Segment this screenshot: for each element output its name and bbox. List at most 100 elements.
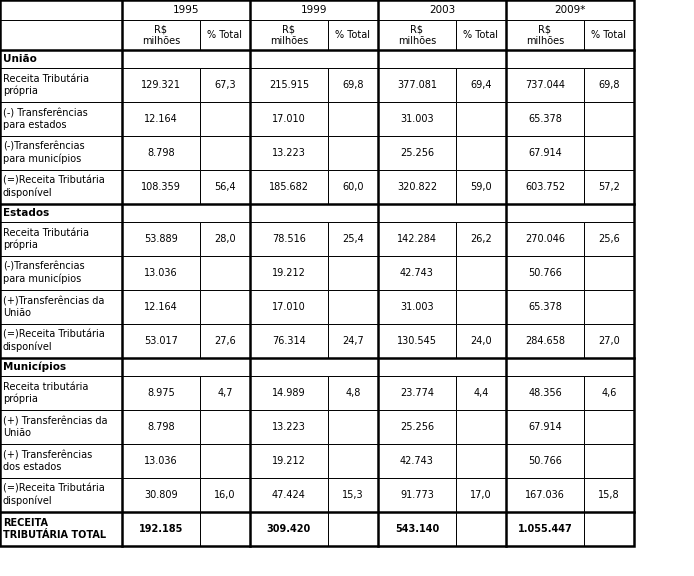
Bar xyxy=(378,512,456,546)
Text: 1999: 1999 xyxy=(301,5,328,15)
Bar xyxy=(122,478,200,512)
Text: 42.743: 42.743 xyxy=(400,456,434,466)
Bar xyxy=(328,290,378,324)
Bar xyxy=(0,324,122,358)
Bar xyxy=(506,170,584,204)
Text: 50.766: 50.766 xyxy=(528,456,562,466)
Bar xyxy=(200,170,250,204)
Bar xyxy=(506,324,584,358)
Text: 48.356: 48.356 xyxy=(528,388,562,398)
Bar xyxy=(0,222,122,256)
Text: 377.081: 377.081 xyxy=(397,80,437,90)
Bar xyxy=(506,376,584,410)
Text: (=)Receita Tributária
disponível: (=)Receita Tributária disponível xyxy=(3,176,105,198)
Bar xyxy=(456,68,506,102)
Text: 30.809: 30.809 xyxy=(144,490,178,500)
Text: 2003: 2003 xyxy=(429,5,455,15)
Bar xyxy=(456,170,506,204)
Text: (-)Transferências
para municípios: (-)Transferências para municípios xyxy=(3,142,85,164)
Bar xyxy=(456,20,506,50)
Bar xyxy=(122,512,200,546)
Bar xyxy=(0,512,122,546)
Bar xyxy=(250,324,328,358)
Bar xyxy=(0,410,122,444)
Text: 67.914: 67.914 xyxy=(528,422,562,432)
Bar xyxy=(506,0,634,20)
Bar xyxy=(328,222,378,256)
Bar xyxy=(250,512,328,546)
Text: 215.915: 215.915 xyxy=(269,80,309,90)
Text: União: União xyxy=(3,54,37,64)
Bar xyxy=(378,410,456,444)
Text: 67.914: 67.914 xyxy=(528,148,562,158)
Bar xyxy=(506,136,584,170)
Text: 53.889: 53.889 xyxy=(144,234,178,244)
Text: 4,6: 4,6 xyxy=(601,388,617,398)
Bar xyxy=(328,102,378,136)
Bar xyxy=(328,512,378,546)
Bar xyxy=(0,0,122,20)
Text: 56,4: 56,4 xyxy=(214,182,236,192)
Text: 12.164: 12.164 xyxy=(144,114,178,124)
Bar xyxy=(506,222,584,256)
Bar xyxy=(456,136,506,170)
Bar xyxy=(328,376,378,410)
Bar xyxy=(250,444,328,478)
Text: 27,0: 27,0 xyxy=(598,336,620,346)
Bar xyxy=(200,222,250,256)
Text: 17,0: 17,0 xyxy=(471,490,492,500)
Text: 737.044: 737.044 xyxy=(525,80,565,90)
Bar xyxy=(0,256,122,290)
Bar xyxy=(250,222,328,256)
Bar xyxy=(122,102,200,136)
Bar xyxy=(0,290,122,324)
Text: 108.359: 108.359 xyxy=(141,182,181,192)
Bar xyxy=(456,444,506,478)
Text: 28,0: 28,0 xyxy=(214,234,236,244)
Text: 8.798: 8.798 xyxy=(147,148,175,158)
Bar xyxy=(584,20,634,50)
Bar xyxy=(200,376,250,410)
Bar xyxy=(378,376,456,410)
Text: 65.378: 65.378 xyxy=(528,114,562,124)
Text: R$
milhões: R$ milhões xyxy=(270,24,308,46)
Text: 13.223: 13.223 xyxy=(272,148,306,158)
Text: 13.223: 13.223 xyxy=(272,422,306,432)
Bar xyxy=(506,290,584,324)
Text: 31.003: 31.003 xyxy=(400,302,434,312)
Text: 91.773: 91.773 xyxy=(400,490,434,500)
Text: 129.321: 129.321 xyxy=(141,80,181,90)
Bar xyxy=(584,290,634,324)
Text: 15,3: 15,3 xyxy=(342,490,364,500)
Bar xyxy=(506,410,584,444)
Bar xyxy=(250,410,328,444)
Text: 50.766: 50.766 xyxy=(528,268,562,278)
Bar xyxy=(328,324,378,358)
Bar xyxy=(378,290,456,324)
Bar xyxy=(584,170,634,204)
Text: 16,0: 16,0 xyxy=(214,490,236,500)
Bar xyxy=(456,478,506,512)
Bar xyxy=(122,290,200,324)
Bar xyxy=(584,102,634,136)
Bar xyxy=(250,256,328,290)
Bar xyxy=(200,136,250,170)
Text: Receita Tributária
própria: Receita Tributária própria xyxy=(3,74,89,96)
Bar xyxy=(250,20,328,50)
Bar xyxy=(200,256,250,290)
Bar xyxy=(378,0,506,20)
Bar xyxy=(122,222,200,256)
Bar xyxy=(122,376,200,410)
Text: 167.036: 167.036 xyxy=(525,490,565,500)
Bar xyxy=(200,478,250,512)
Text: 31.003: 31.003 xyxy=(400,114,434,124)
Text: 25.256: 25.256 xyxy=(400,148,434,158)
Text: 603.752: 603.752 xyxy=(525,182,565,192)
Bar xyxy=(506,512,584,546)
Bar xyxy=(200,444,250,478)
Bar xyxy=(584,68,634,102)
Text: 1.055.447: 1.055.447 xyxy=(518,524,573,534)
Bar xyxy=(328,20,378,50)
Bar xyxy=(584,512,634,546)
Text: (=)Receita Tributária
disponível: (=)Receita Tributária disponível xyxy=(3,330,105,352)
